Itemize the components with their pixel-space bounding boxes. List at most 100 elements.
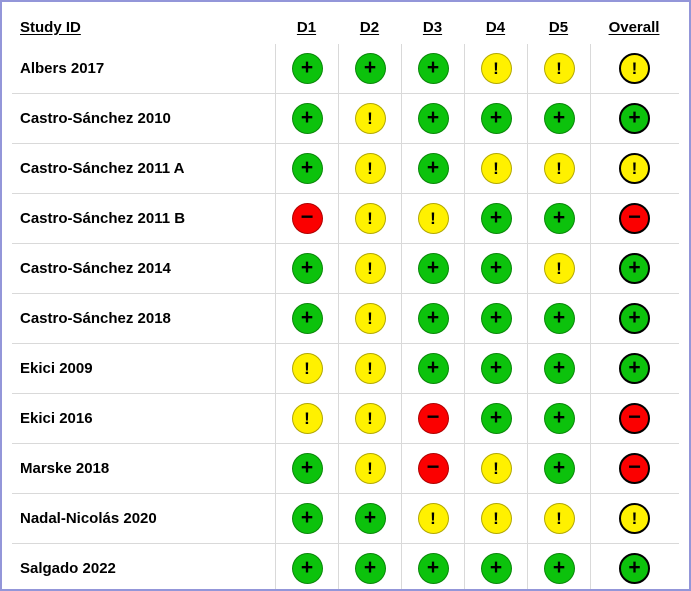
cell-d5: !	[527, 494, 590, 543]
judgement-symbol: +	[426, 356, 440, 379]
rob-circle-d5-green: +	[543, 203, 575, 234]
judgement-symbol: !	[493, 459, 499, 478]
cell-overall: +	[590, 94, 678, 143]
study-label: Albers 2017	[20, 60, 105, 77]
cell-d1: +	[275, 544, 338, 589]
cell-d3: −	[401, 444, 464, 493]
judgement-symbol: −	[300, 204, 314, 229]
rob-circle-d3-green: +	[417, 303, 449, 334]
rob-circle-d1-green: +	[291, 153, 323, 184]
rob-circle-d2-yellow: !	[354, 453, 386, 484]
cell-d1: !	[275, 344, 338, 393]
judgement-symbol: +	[489, 356, 503, 379]
judgement-symbol: +	[300, 456, 314, 479]
rob-circle-d4-yellow: !	[480, 503, 512, 534]
rob-circle-d4-green: +	[480, 303, 512, 334]
judgement-symbol: !	[367, 159, 373, 178]
judgement-symbol: +	[300, 256, 314, 279]
judgement-symbol: −	[628, 454, 641, 479]
rob-circle-d3-green: +	[417, 253, 449, 284]
judgement-symbol: !	[631, 59, 638, 78]
study-label: Castro-Sánchez 2018	[20, 310, 171, 327]
rob-circle-overall-green: +	[619, 353, 650, 384]
judgement-symbol: +	[628, 256, 641, 279]
cell-d5: !	[527, 244, 590, 293]
cell-d5: +	[527, 444, 590, 493]
study-label: Ekici 2016	[20, 410, 93, 427]
cell-overall: !	[590, 144, 678, 193]
table-row: Marske 2018 +! −! + −	[12, 443, 679, 493]
cell-d1: +	[275, 294, 338, 343]
judgement-symbol: +	[489, 206, 503, 229]
cell-d2: !	[338, 144, 401, 193]
cell-overall: −	[590, 394, 678, 443]
rob-circle-d4-yellow: !	[480, 153, 512, 184]
table-row: Albers 2017 + + +!!!	[12, 44, 679, 93]
cell-d1: +	[275, 244, 338, 293]
table-row: Castro-Sánchez 2010 +! + + + +	[12, 93, 679, 143]
judgement-symbol: !	[304, 409, 310, 428]
cell-d1: −	[275, 194, 338, 243]
rob-circle-d2-yellow: !	[354, 403, 386, 434]
cell-d3: +	[401, 294, 464, 343]
judgement-symbol: !	[304, 359, 310, 378]
rob-circle-d3-green: +	[417, 553, 449, 584]
judgement-symbol: !	[631, 509, 638, 528]
rob-circle-d5-green: +	[543, 403, 575, 434]
judgement-symbol: +	[300, 56, 314, 79]
table-row: Castro-Sánchez 2011 B −!! + + −	[12, 193, 679, 243]
judgement-symbol: +	[552, 206, 566, 229]
judgement-symbol: +	[552, 456, 566, 479]
cell-d5: +	[527, 544, 590, 589]
judgement-symbol: +	[426, 106, 440, 129]
cell-d3: −	[401, 394, 464, 443]
table-row: Nadal-Nicolás 2020 + +!!!!	[12, 493, 679, 543]
rob-circle-d3-yellow: !	[417, 503, 449, 534]
cell-overall: +	[590, 344, 678, 393]
judgement-symbol: +	[300, 556, 314, 579]
rob-circle-overall-red: −	[619, 203, 650, 234]
cell-d2: !	[338, 444, 401, 493]
rob-circle-d3-green: +	[417, 53, 449, 84]
rob-circle-overall-red: −	[619, 453, 650, 484]
rob-circle-d5-yellow: !	[543, 53, 575, 84]
judgement-symbol: +	[300, 506, 314, 529]
judgement-symbol: !	[493, 59, 499, 78]
cell-d2: +	[338, 544, 401, 589]
cell-d5: +	[527, 194, 590, 243]
judgement-symbol: !	[367, 309, 373, 328]
cell-d5: !	[527, 44, 590, 93]
judgement-symbol: !	[367, 409, 373, 428]
judgement-symbol: +	[489, 106, 503, 129]
judgement-symbol: −	[426, 404, 440, 429]
judgement-symbol: −	[628, 404, 641, 429]
rob-circle-d4-green: +	[480, 353, 512, 384]
study-label: Castro-Sánchez 2011 B	[20, 210, 186, 227]
judgement-symbol: +	[489, 256, 503, 279]
cell-d1: +	[275, 94, 338, 143]
rob-circle-d5-yellow: !	[543, 153, 575, 184]
cell-d4: !	[464, 144, 527, 193]
cell-d4: !	[464, 494, 527, 543]
rob-circle-d5-green: +	[543, 103, 575, 134]
column-header-d2: D2	[359, 18, 380, 36]
rob-circle-d1-yellow: !	[291, 403, 323, 434]
rob-circle-d2-yellow: !	[354, 103, 386, 134]
judgement-symbol: +	[489, 406, 503, 429]
cell-overall: !	[590, 494, 678, 543]
rob-circle-overall-green: +	[619, 253, 650, 284]
judgement-symbol: !	[631, 159, 638, 178]
rob-circle-d3-red: −	[417, 403, 449, 434]
cell-d3: +	[401, 344, 464, 393]
rob-circle-d5-green: +	[543, 353, 575, 384]
cell-d3: +	[401, 144, 464, 193]
judgement-symbol: +	[426, 556, 440, 579]
study-label: Salgado 2022	[20, 560, 116, 577]
judgement-symbol: +	[552, 556, 566, 579]
rob-circle-d3-yellow: !	[417, 203, 449, 234]
cell-d5: !	[527, 144, 590, 193]
cell-d4: +	[464, 94, 527, 143]
judgement-symbol: !	[367, 259, 373, 278]
cell-d3: !	[401, 494, 464, 543]
rob-circle-d5-yellow: !	[543, 503, 575, 534]
